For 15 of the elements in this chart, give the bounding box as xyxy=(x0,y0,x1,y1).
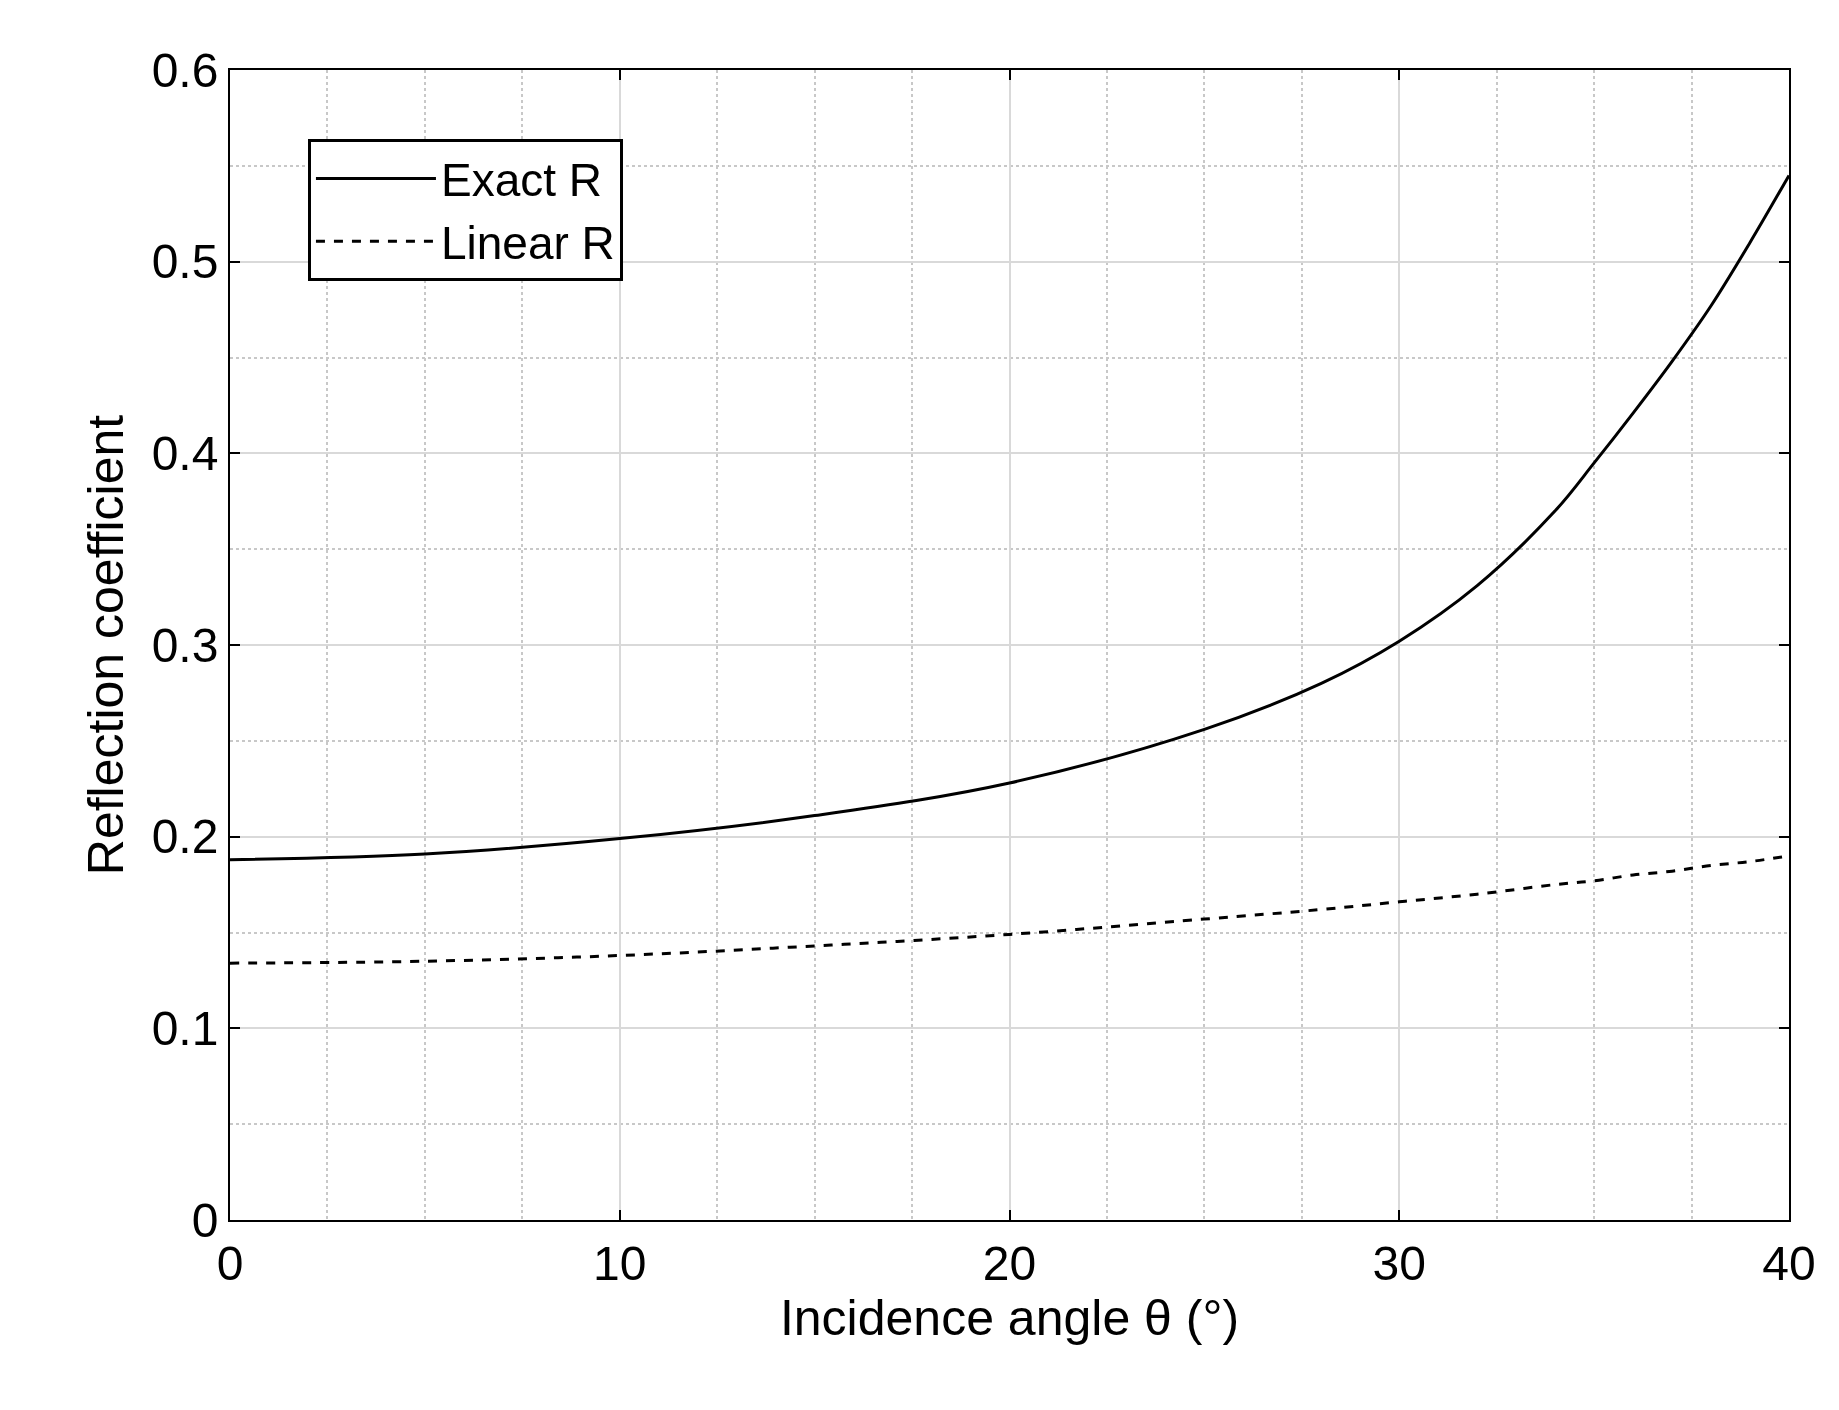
y-tick-label: 0.2 xyxy=(151,810,219,864)
x-tick-label: 10 xyxy=(593,1236,647,1290)
legend-label: Exact R xyxy=(440,154,602,207)
x-tick-label: 40 xyxy=(1762,1236,1816,1290)
y-tick-label: 0.4 xyxy=(151,427,219,481)
y-tick-label: 0 xyxy=(191,1193,219,1247)
legend-label: Linear R xyxy=(440,217,615,270)
y-axis-title: Reflection coefficient xyxy=(78,414,135,876)
x-axis-title: Incidence angle θ (°) xyxy=(779,1289,1240,1346)
x-tick-label: 30 xyxy=(1372,1236,1426,1290)
y-tick-label: 0.1 xyxy=(151,1002,219,1056)
x-tick-label: 20 xyxy=(982,1236,1037,1290)
y-tick-label: 0.6 xyxy=(151,43,219,97)
y-tick-label: 0.5 xyxy=(151,235,219,289)
y-tick-label: 0.3 xyxy=(151,618,219,672)
